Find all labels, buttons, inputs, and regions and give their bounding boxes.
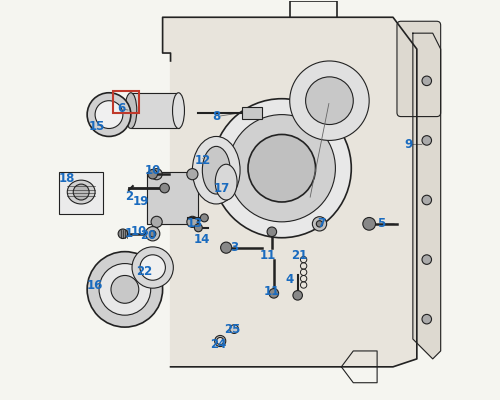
Circle shape: [248, 134, 316, 202]
Polygon shape: [162, 17, 417, 367]
Text: 11: 11: [264, 285, 280, 298]
FancyBboxPatch shape: [397, 21, 440, 116]
Circle shape: [269, 288, 278, 298]
Ellipse shape: [214, 336, 226, 346]
Ellipse shape: [216, 338, 224, 344]
Polygon shape: [131, 93, 178, 128]
Text: 21: 21: [292, 249, 308, 262]
Text: 22: 22: [136, 265, 153, 278]
Circle shape: [132, 247, 173, 288]
Ellipse shape: [192, 136, 240, 204]
Circle shape: [316, 221, 322, 227]
Polygon shape: [413, 33, 440, 359]
Ellipse shape: [202, 146, 230, 194]
Circle shape: [200, 214, 208, 222]
Text: 13: 13: [186, 217, 202, 230]
Text: 1: 1: [125, 227, 133, 240]
Text: 20: 20: [140, 229, 157, 242]
Circle shape: [422, 136, 432, 145]
Ellipse shape: [230, 325, 238, 334]
Circle shape: [267, 227, 276, 236]
Text: 19: 19: [132, 196, 149, 208]
Circle shape: [422, 195, 432, 205]
Text: 5: 5: [377, 217, 385, 230]
Circle shape: [306, 77, 354, 124]
Circle shape: [194, 224, 202, 232]
Text: 2: 2: [125, 190, 133, 202]
Circle shape: [422, 255, 432, 264]
Circle shape: [118, 229, 128, 238]
Ellipse shape: [73, 184, 89, 200]
Circle shape: [95, 101, 123, 128]
Circle shape: [151, 216, 162, 228]
Circle shape: [312, 217, 326, 231]
Circle shape: [160, 183, 170, 193]
Circle shape: [363, 218, 376, 230]
Circle shape: [293, 290, 302, 300]
Circle shape: [148, 170, 158, 179]
Text: 7: 7: [318, 217, 326, 230]
Circle shape: [150, 230, 156, 237]
Text: 10: 10: [130, 225, 147, 238]
Bar: [60, 172, 103, 214]
Text: 14: 14: [194, 233, 210, 246]
Circle shape: [212, 99, 352, 238]
Text: 8: 8: [212, 110, 220, 123]
Ellipse shape: [215, 164, 237, 200]
Circle shape: [151, 169, 162, 180]
Text: 9: 9: [405, 138, 413, 151]
Circle shape: [99, 264, 150, 315]
Ellipse shape: [125, 93, 137, 128]
Ellipse shape: [68, 180, 95, 204]
Circle shape: [111, 276, 139, 303]
Circle shape: [87, 93, 131, 136]
Text: 17: 17: [214, 182, 230, 194]
Circle shape: [187, 216, 198, 228]
Circle shape: [187, 169, 198, 180]
Circle shape: [87, 252, 162, 327]
Text: 24: 24: [210, 338, 226, 352]
Text: 12: 12: [194, 154, 210, 167]
Circle shape: [146, 227, 160, 241]
Circle shape: [228, 114, 336, 222]
Circle shape: [290, 61, 369, 140]
Ellipse shape: [172, 93, 184, 128]
Text: 15: 15: [89, 120, 106, 133]
Text: 16: 16: [87, 279, 104, 292]
Text: 10: 10: [144, 164, 161, 177]
Bar: [242, 107, 262, 118]
Circle shape: [220, 242, 232, 253]
Circle shape: [140, 255, 166, 280]
Text: 11: 11: [260, 249, 276, 262]
Circle shape: [422, 76, 432, 86]
Text: 6: 6: [117, 102, 125, 115]
Bar: [113, 91, 139, 113]
Text: 18: 18: [59, 172, 76, 185]
Text: 25: 25: [224, 322, 240, 336]
Text: 4: 4: [286, 273, 294, 286]
Polygon shape: [146, 172, 199, 224]
Circle shape: [422, 314, 432, 324]
Text: 3: 3: [230, 241, 238, 254]
